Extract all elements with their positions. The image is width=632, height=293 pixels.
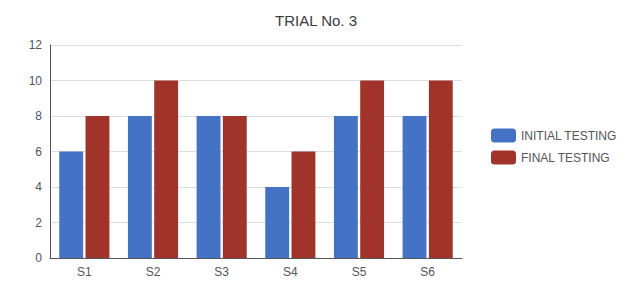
- svg-text:S6: S6: [420, 265, 435, 279]
- svg-text:S4: S4: [283, 265, 298, 279]
- svg-text:S5: S5: [352, 265, 367, 279]
- svg-text:12: 12: [29, 38, 43, 52]
- svg-text:S1: S1: [77, 265, 92, 279]
- svg-text:S2: S2: [146, 265, 161, 279]
- svg-text:10: 10: [29, 74, 43, 88]
- svg-text:S3: S3: [214, 265, 229, 279]
- svg-text:TRIAL No. 3: TRIAL No. 3: [275, 12, 357, 29]
- svg-text:8: 8: [35, 109, 42, 123]
- svg-text:0: 0: [35, 251, 42, 265]
- svg-text:4: 4: [35, 180, 42, 194]
- svg-text:2: 2: [35, 216, 42, 230]
- svg-text:FINAL TESTING: FINAL TESTING: [521, 151, 610, 165]
- svg-text:INITIAL TESTING: INITIAL TESTING: [521, 129, 616, 143]
- svg-text:6: 6: [35, 145, 42, 159]
